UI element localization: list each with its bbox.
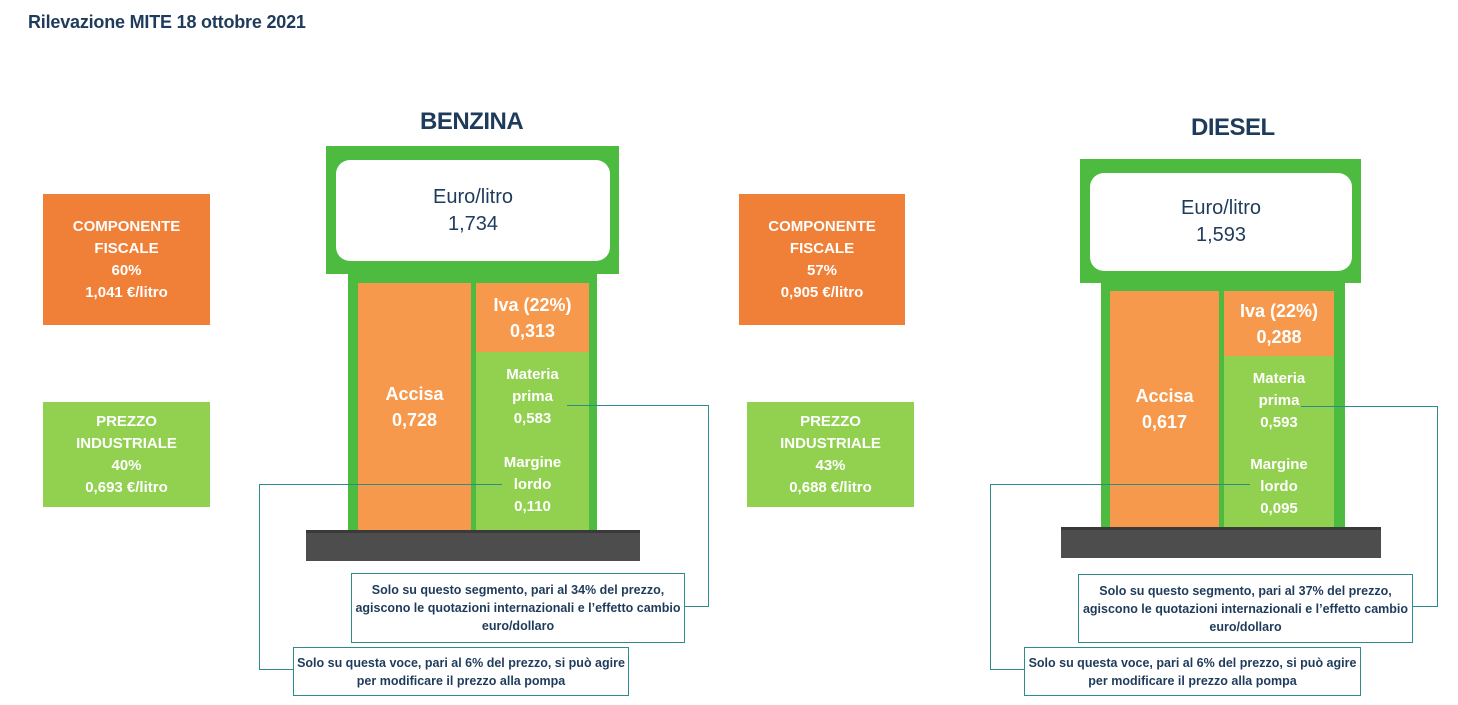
connector-line bbox=[567, 405, 709, 406]
iva-value: 0,288 bbox=[1256, 326, 1302, 347]
materia-label-1: Materia bbox=[506, 366, 559, 383]
connector-line bbox=[259, 484, 260, 670]
iva-label: Iva (22%) bbox=[1239, 300, 1319, 321]
diesel-accisa-segment: Accisa 0,617 bbox=[1110, 291, 1219, 527]
note-line-1: Solo su questa voce, pari al 6% del prez… bbox=[1028, 655, 1357, 670]
connector-line bbox=[259, 669, 293, 670]
margine-value: 0,095 bbox=[1260, 500, 1298, 517]
fiscal-label-1: COMPONENTE bbox=[768, 217, 876, 235]
materia-label-2: prima bbox=[1258, 392, 1300, 409]
fiscal-label-2: FISCALE bbox=[789, 239, 855, 257]
diesel-note-margine: Solo su questa voce, pari al 6% del prez… bbox=[1024, 647, 1361, 696]
benzina-pump-base bbox=[306, 530, 640, 561]
industrial-value: 0,688 €/litro bbox=[789, 478, 872, 496]
connector-line bbox=[990, 484, 1250, 485]
note-line-1: Solo su questo segmento, pari al 37% del… bbox=[1099, 583, 1392, 598]
note-line-2: agiscono le quotazioni internazionali e … bbox=[355, 601, 681, 615]
diesel-fiscal-box: COMPONENTE FISCALE 57% 0,905 €/litro bbox=[739, 194, 905, 325]
industrial-label-1: PREZZO bbox=[96, 412, 157, 430]
page-title: Rilevazione MITE 18 ottobre 2021 bbox=[28, 12, 306, 32]
accisa-label: Accisa bbox=[385, 383, 444, 404]
materia-label-2: prima bbox=[512, 388, 553, 405]
price-value: 1,734 bbox=[447, 212, 499, 235]
fiscal-value: 0,905 €/litro bbox=[780, 283, 864, 301]
diesel-iva-segment: Iva (22%) 0,288 bbox=[1224, 291, 1334, 356]
industrial-label-1: PREZZO bbox=[800, 412, 861, 430]
margine-label-2: lordo bbox=[1260, 478, 1298, 495]
benzina-fiscal-box: COMPONENTE FISCALE 60% 1,041 €/litro bbox=[43, 194, 210, 325]
note-line-2: per modificare il prezzo alla pompa bbox=[1088, 673, 1297, 688]
fiscal-percent: 57% bbox=[806, 261, 838, 279]
diesel-title: DIESEL bbox=[1191, 114, 1275, 141]
benzina-industrial-box: PREZZO INDUSTRIALE 40% 0,693 €/litro bbox=[43, 402, 210, 507]
benzina-price-display: Euro/litro 1,734 bbox=[336, 160, 610, 261]
connector-line bbox=[259, 484, 502, 485]
industrial-percent: 43% bbox=[815, 456, 846, 474]
fiscal-label-1: COMPONENTE bbox=[72, 217, 181, 235]
benzina-note-materia: Solo su questo segmento, pari al 34% del… bbox=[351, 573, 685, 643]
materia-value: 0,583 bbox=[513, 410, 552, 427]
connector-line bbox=[683, 606, 709, 607]
note-line-2: agiscono le quotazioni internazionali e … bbox=[1082, 601, 1409, 616]
iva-value: 0,313 bbox=[509, 320, 556, 341]
margine-label-1: Margine bbox=[1250, 456, 1308, 473]
fiscal-label-2: FISCALE bbox=[94, 239, 159, 257]
diesel-price-display: Euro/litro 1,593 bbox=[1090, 173, 1352, 271]
connector-line bbox=[1301, 406, 1438, 407]
connector-line bbox=[990, 669, 1025, 670]
materia-value: 0,593 bbox=[1260, 414, 1298, 431]
price-value: 1,593 bbox=[1195, 224, 1247, 246]
note-line-1: Solo su questo segmento, pari al 34% del… bbox=[371, 583, 665, 597]
connector-line bbox=[708, 405, 709, 607]
margine-label-2: lordo bbox=[513, 476, 552, 493]
accisa-value: 0,617 bbox=[1141, 412, 1188, 432]
connector-line bbox=[1437, 406, 1438, 607]
margine-label-1: Margine bbox=[503, 454, 562, 471]
benzina-iva-segment: Iva (22%) 0,313 bbox=[476, 283, 589, 352]
fiscal-percent: 60% bbox=[111, 261, 142, 279]
industrial-label-2: INDUSTRIALE bbox=[76, 434, 177, 452]
margine-value: 0,110 bbox=[514, 498, 551, 515]
fiscal-value: 1,041 €/litro bbox=[85, 283, 168, 301]
note-line-3: euro/dollaro bbox=[1209, 619, 1282, 634]
diesel-pump-base bbox=[1061, 527, 1381, 558]
benzina-note-margine: Solo su questa voce, pari al 6% del prez… bbox=[293, 647, 629, 696]
accisa-label: Accisa bbox=[1135, 386, 1194, 406]
benzina-industrial-segment: Materia prima 0,583 Margine lordo 0,110 bbox=[476, 352, 589, 530]
connector-line bbox=[1411, 606, 1438, 607]
materia-label-1: Materia bbox=[1252, 370, 1306, 387]
note-line-3: euro/dollaro bbox=[481, 619, 555, 633]
price-unit: Euro/litro bbox=[1180, 197, 1262, 219]
price-unit: Euro/litro bbox=[432, 185, 514, 208]
note-line-1: Solo su questa voce, pari al 6% del prez… bbox=[297, 655, 625, 670]
connector-line bbox=[990, 484, 991, 670]
industrial-value: 0,693 €/litro bbox=[85, 478, 168, 496]
benzina-title: BENZINA bbox=[420, 108, 524, 135]
industrial-percent: 40% bbox=[111, 456, 142, 474]
accisa-value: 0,728 bbox=[391, 409, 438, 430]
benzina-accisa-segment: Accisa 0,728 bbox=[358, 283, 471, 530]
iva-label: Iva (22%) bbox=[493, 294, 572, 315]
diesel-industrial-segment: Materia prima 0,593 Margine lordo 0,095 bbox=[1224, 356, 1334, 527]
diesel-industrial-box: PREZZO INDUSTRIALE 43% 0,688 €/litro bbox=[747, 402, 914, 507]
diesel-note-materia: Solo su questo segmento, pari al 37% del… bbox=[1078, 574, 1413, 643]
note-line-2: per modificare il prezzo alla pompa bbox=[356, 673, 566, 688]
industrial-label-2: INDUSTRIALE bbox=[780, 434, 881, 452]
